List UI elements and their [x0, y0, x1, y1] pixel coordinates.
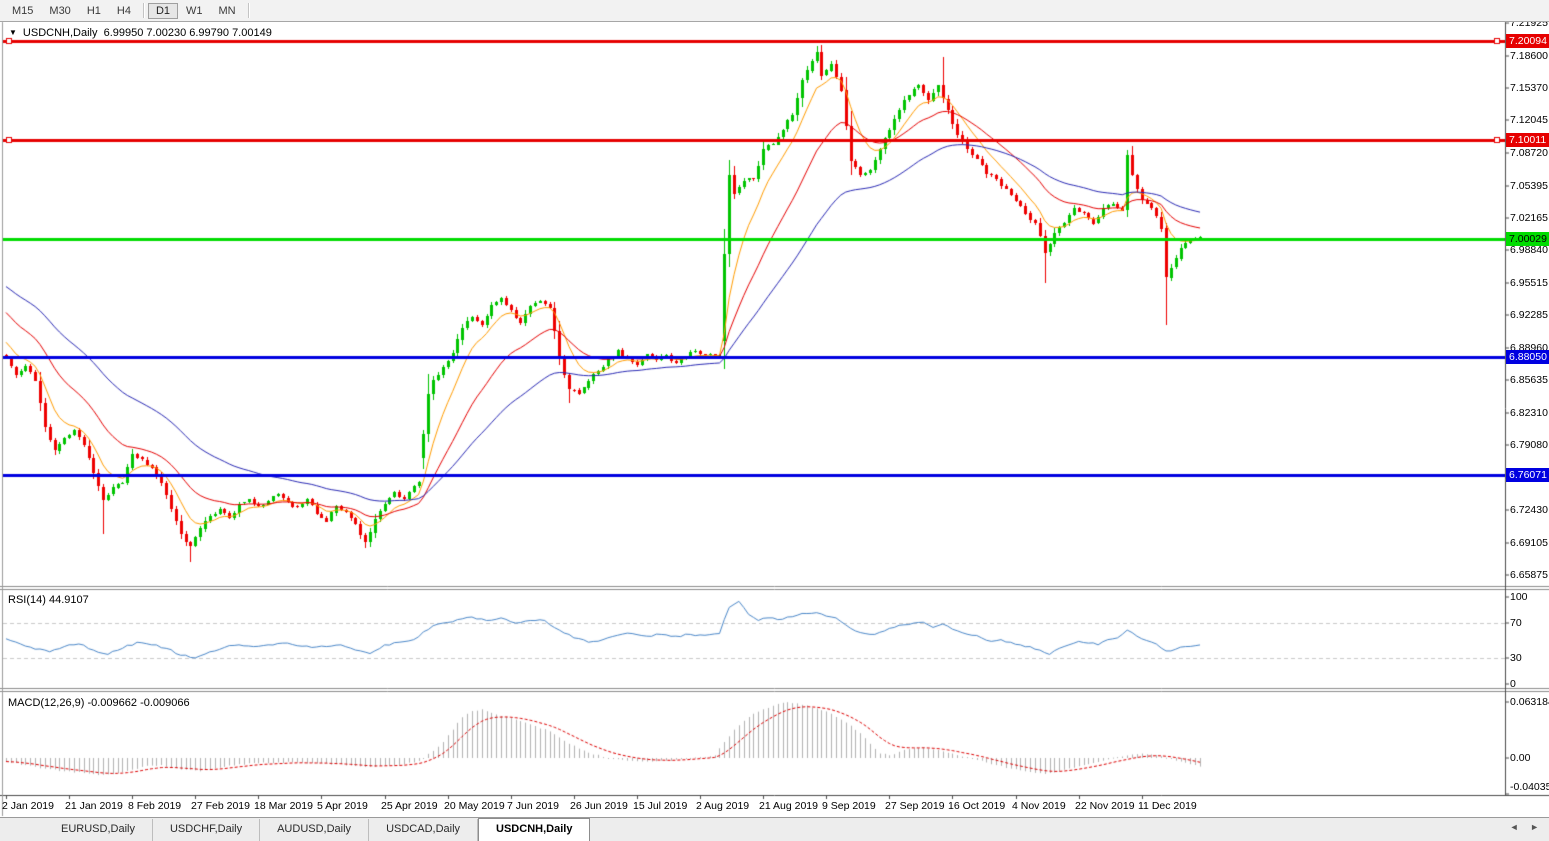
chart-tab-audusd[interactable]: AUDUSD,Daily — [260, 819, 370, 841]
price-tick-label: 7.15370 — [1510, 82, 1548, 94]
price-tick-label: 6.98840 — [1510, 244, 1548, 256]
date-tick-label: 18 Mar 2019 — [254, 800, 313, 812]
date-tick-label: 21 Aug 2019 — [759, 800, 818, 812]
price-tick-label: 7.05395 — [1510, 180, 1548, 192]
date-tick-label: 2 Jan 2019 — [2, 800, 54, 812]
date-tick-label: 15 Jul 2019 — [633, 800, 688, 812]
price-tick-label: 6.92285 — [1510, 309, 1548, 321]
rsi-indicator-label: RSI(14) 44.9107 — [8, 594, 89, 606]
toolbar-separator — [247, 3, 249, 18]
date-tick-label: 5 Apr 2019 — [317, 800, 368, 812]
rsi-tick-label: 70 — [1510, 617, 1522, 629]
toolbar-separator — [142, 3, 144, 18]
price-tick-label: 6.65875 — [1510, 569, 1548, 581]
price-tick-label: 6.72430 — [1510, 504, 1548, 516]
macd-tick-label: 0.063184 — [1510, 696, 1549, 708]
rsi-tick-label: 30 — [1510, 652, 1522, 664]
price-tick-label: 7.18600 — [1510, 50, 1548, 62]
chart-title-overlay: ▼ USDCNH,Daily 6.99950 7.00230 6.99790 7.… — [9, 27, 272, 39]
macd-tick-label: 0.00 — [1510, 752, 1531, 764]
price-level-tag: 7.00029 — [1506, 232, 1549, 246]
date-tick-label: 9 Sep 2019 — [822, 800, 876, 812]
price-tick-label: 6.79080 — [1510, 439, 1548, 451]
date-tick-label: 11 Dec 2019 — [1138, 800, 1197, 812]
date-tick-label: 7 Jun 2019 — [507, 800, 559, 812]
date-tick-label: 16 Oct 2019 — [948, 800, 1006, 812]
price-tick-label: 6.69105 — [1510, 537, 1548, 549]
timeframe-button-w1[interactable]: W1 — [186, 4, 203, 17]
price-tick-label: 7.02165 — [1510, 212, 1548, 224]
price-level-tag: 7.20094 — [1506, 34, 1549, 48]
price-tick-label: 7.08720 — [1510, 147, 1548, 159]
timeframe-button-d1[interactable]: D1 — [147, 2, 178, 19]
chart-ohlc-values: 6.99950 7.00230 6.99790 7.00149 — [103, 27, 272, 39]
chart-tab-usdcad[interactable]: USDCAD,Daily — [369, 819, 479, 841]
chart-tab-usdchf[interactable]: USDCHF,Daily — [153, 819, 261, 841]
date-tick-label: 4 Nov 2019 — [1012, 800, 1066, 812]
price-level-tag: 7.10011 — [1506, 133, 1549, 147]
timeframe-buttons: M15 M30 H1 H4 D1 W1 MN — [4, 2, 253, 19]
price-tick-label: 7.12045 — [1510, 114, 1548, 126]
date-tick-label: 27 Feb 2019 — [191, 800, 250, 812]
price-tick-label: 6.82310 — [1510, 407, 1548, 419]
date-tick-label: 27 Sep 2019 — [885, 800, 945, 812]
date-tick-label: 20 May 2019 — [444, 800, 505, 812]
macd-tick-label: -0.040355 — [1510, 781, 1549, 793]
date-tick-label: 25 Apr 2019 — [381, 800, 438, 812]
timeframe-button-m30[interactable]: M30 — [49, 4, 71, 17]
tab-scroll-right-icon[interactable]: ► — [1530, 822, 1539, 832]
price-tick-label: 6.85635 — [1510, 374, 1548, 386]
price-tick-label: 6.95515 — [1510, 277, 1548, 289]
timeframe-button-m15[interactable]: M15 — [12, 4, 34, 17]
tab-scroll-left-icon[interactable]: ◄ — [1509, 822, 1519, 832]
timeframe-button-h4[interactable]: H4 — [116, 4, 131, 17]
tab-bar-spacer — [0, 819, 44, 841]
price-level-tag: 6.88050 — [1506, 350, 1549, 364]
rsi-tick-label: 100 — [1510, 591, 1528, 603]
tab-scroll-arrows: ◄ ► — [1501, 822, 1539, 832]
date-tick-label: 22 Nov 2019 — [1075, 800, 1135, 812]
timeframe-toolbar: M15 M30 H1 H4 D1 W1 MN — [0, 0, 1549, 22]
timeframe-button-mn[interactable]: MN — [218, 4, 236, 17]
date-tick-label: 2 Aug 2019 — [696, 800, 750, 812]
price-level-tag: 6.76071 — [1506, 468, 1549, 482]
chart-tab-bar: EURUSD,Daily USDCHF,Daily AUDUSD,Daily USDC… — [0, 817, 1549, 841]
chart-menu-triangle-icon[interactable]: ▼ — [9, 28, 17, 37]
timeframe-button-h1[interactable]: H1 — [86, 4, 101, 17]
chart-tab-eurusd[interactable]: EURUSD,Daily — [44, 819, 153, 841]
date-tick-label: 8 Feb 2019 — [128, 800, 182, 812]
date-tick-label: 21 Jan 2019 — [65, 800, 123, 812]
chart-symbol-period: USDCNH,Daily — [22, 27, 98, 39]
date-tick-label: 26 Jun 2019 — [570, 800, 628, 812]
macd-indicator-label: MACD(12,26,9) -0.009662 -0.009066 — [8, 697, 190, 709]
rsi-tick-label: 0 — [1510, 678, 1516, 690]
chart-tab-usdcnh[interactable]: USDCNH,Daily — [478, 818, 591, 841]
